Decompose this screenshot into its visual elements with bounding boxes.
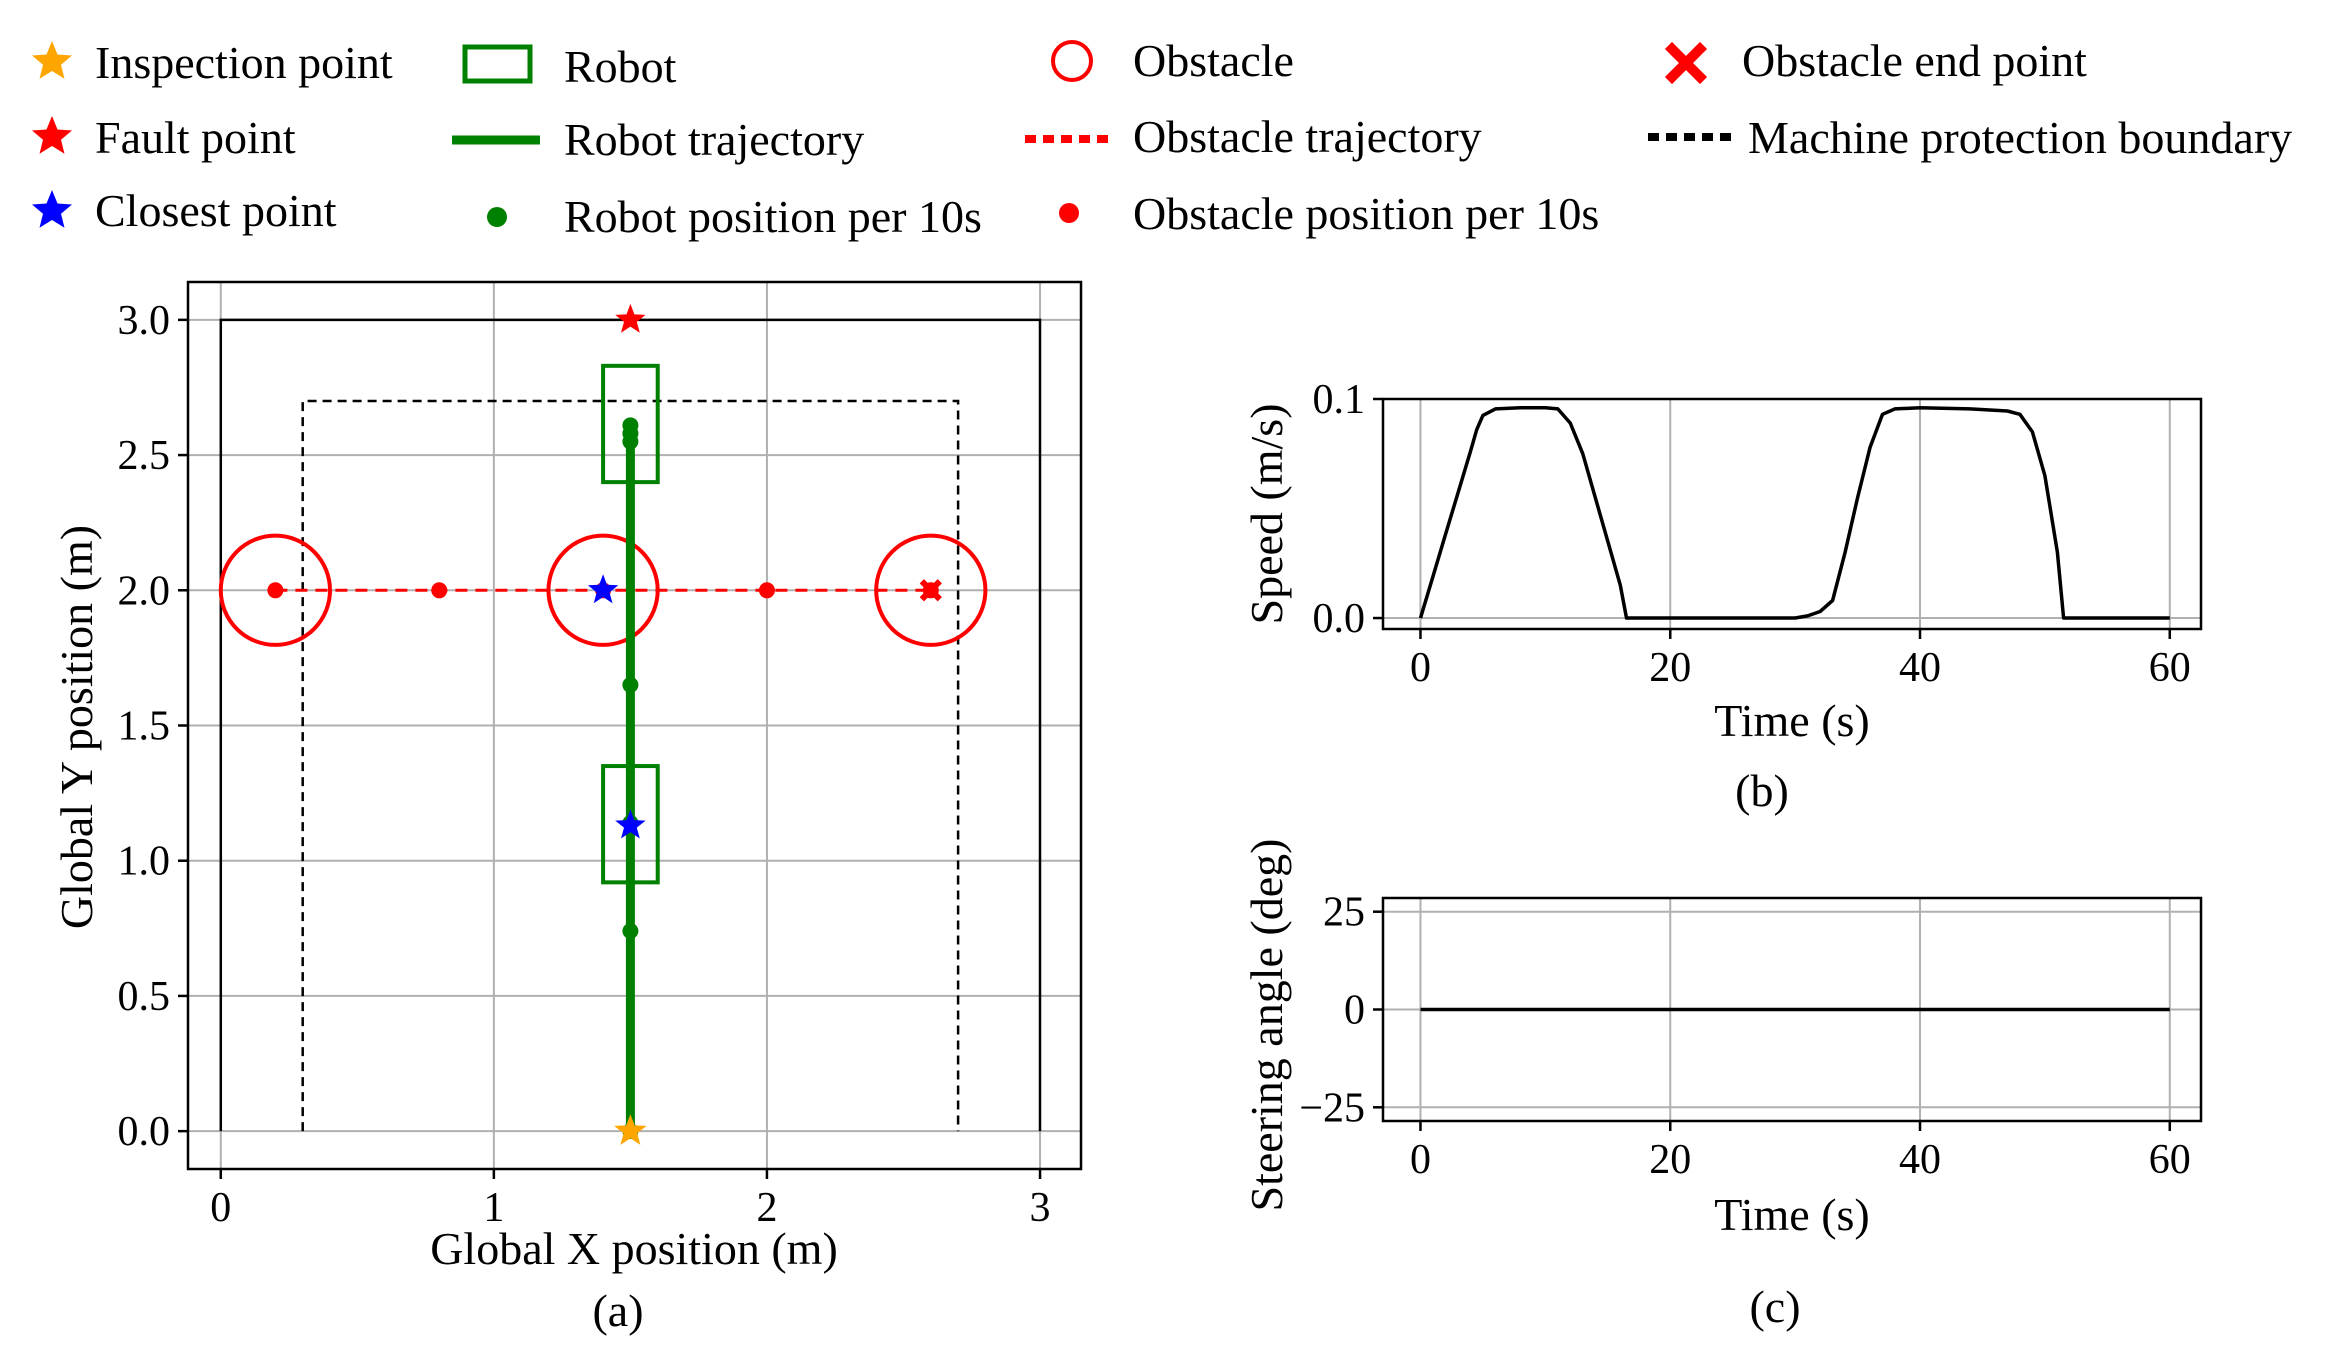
robot-box <box>601 764 660 885</box>
obstacle-circle-icon <box>1051 40 1093 82</box>
panel-c-ticks: 0 20 40 60 −25 0 25 <box>1299 890 2190 1183</box>
panel-c-caption: (c) <box>1749 1281 1800 1332</box>
robot-position-marker <box>622 417 639 434</box>
panel-b-ticks: 0 20 40 60 0.0 0.1 <box>1313 377 2191 691</box>
obstacle-position-marker <box>267 582 284 599</box>
legend-item-obstacle-position: Obstacle position per 10s <box>1059 188 1599 239</box>
panel-b-xtick-label: 40 <box>1899 645 1941 691</box>
fault-point-star-icon <box>32 116 72 154</box>
point-markers <box>587 303 647 1145</box>
panel-c-xlabel: Time (s) <box>1714 1189 1870 1240</box>
obstacle-circle <box>874 533 988 647</box>
robot-boxes <box>601 363 660 885</box>
protection-boundary-line <box>301 399 960 1132</box>
robot-rect-icon <box>462 44 533 84</box>
legend-item-obstacle-trajectory: Obstacle trajectory <box>1025 111 1482 162</box>
legend-label-obstacle-position: Obstacle position per 10s <box>1133 188 1599 239</box>
panel-b-xlabel: Time (s) <box>1714 695 1870 746</box>
panel-c: 0 20 40 60 −25 0 25 Time (s) Steering angle (d… <box>1241 839 2203 1332</box>
panel-a-xlabel: Global X position (m) <box>430 1223 838 1274</box>
closest-point-star-icon <box>32 190 72 228</box>
obstacle-position-dot-icon <box>1059 203 1079 223</box>
legend-item-obstacle: Obstacle <box>1051 35 1294 86</box>
obstacle-circle <box>218 533 333 647</box>
panel-c-xtick-label: 0 <box>1410 1137 1431 1183</box>
robot-position-dot-icon <box>487 207 507 227</box>
panel-a-plot-area <box>218 303 1042 1145</box>
legend-item-inspection-point: Inspection point <box>32 37 393 88</box>
robot-position-marker <box>622 923 639 940</box>
legend-item-robot: Robot <box>462 41 677 92</box>
legend-label-inspection-point: Inspection point <box>95 37 393 88</box>
obstacle-circle <box>546 533 660 647</box>
panel-a-caption: (a) <box>592 1285 643 1336</box>
legend-label-boundary: Machine protection boundary <box>1748 112 2292 163</box>
panel-a-xtick-label: 1 <box>483 1185 504 1231</box>
legend-item-obstacle-end-point: Obstacle end point <box>1664 35 2087 86</box>
panel-a-ytick-label: 3.0 <box>118 298 171 344</box>
fault-point-star <box>615 303 646 333</box>
closest-point-star <box>615 809 646 839</box>
panel-a: 0 1 2 3 0.0 0.5 1.0 1.5 2.0 2.5 3.0 Global X posit… <box>51 280 1083 1336</box>
panel-b-caption: (b) <box>1735 765 1789 816</box>
panel-b-ytick-label: 0.1 <box>1313 377 1366 423</box>
panel-a-ytick-label: 1.5 <box>118 704 171 750</box>
panel-b-ylabel: Speed (m/s) <box>1241 403 1292 624</box>
panel-b-xtick-label: 0 <box>1410 645 1431 691</box>
legend: Inspection point Fault point Closest poi… <box>32 35 2292 242</box>
legend-item-boundary: Machine protection boundary <box>1648 112 2292 163</box>
panel-c-xtick-label: 40 <box>1899 1137 1941 1183</box>
panel-c-ylabel: Steering angle (deg) <box>1241 839 1292 1212</box>
obstacle-position-marker <box>758 582 775 599</box>
panel-b: 0 20 40 60 0.0 0.1 Time (s) Speed (m/s) (b) <box>1241 377 2203 816</box>
legend-label-robot-position: Robot position per 10s <box>564 191 982 242</box>
panel-b-grid <box>1383 398 2201 629</box>
panel-c-ytick-label: 0 <box>1344 988 1365 1034</box>
panel-a-xtick-label: 3 <box>1030 1185 1051 1231</box>
panel-a-xtick-label: 0 <box>210 1185 231 1231</box>
panel-c-ytick-label: 25 <box>1323 890 1365 936</box>
panel-c-ytick-label: −25 <box>1299 1085 1365 1131</box>
legend-label-closest-point: Closest point <box>95 185 337 236</box>
legend-item-robot-trajectory: Robot trajectory <box>452 114 864 165</box>
panel-c-xtick-label: 60 <box>2149 1137 2191 1183</box>
panel-a-ytick-label: 2.5 <box>118 433 171 479</box>
legend-label-robot-trajectory: Robot trajectory <box>564 114 864 165</box>
legend-label-fault-point: Fault point <box>95 112 296 163</box>
inspection-point-star <box>614 1114 647 1145</box>
obstacle-end-x-stroke <box>919 579 942 602</box>
panel-a-ticks: 0 1 2 3 0.0 0.5 1.0 1.5 2.0 2.5 3.0 <box>118 298 1051 1231</box>
inspection-point-star-icon <box>32 41 72 79</box>
panel-b-plot-area <box>1418 406 2170 620</box>
robot-position-marker <box>622 676 639 693</box>
speed-series-line <box>1418 406 2170 620</box>
legend-item-closest-point: Closest point <box>32 185 337 236</box>
legend-label-obstacle-end-point: Obstacle end point <box>1742 35 2087 86</box>
legend-item-robot-position: Robot position per 10s <box>487 191 982 242</box>
robot-box <box>601 363 660 485</box>
panel-c-xtick-label: 20 <box>1649 1137 1691 1183</box>
panel-b-ytick-label: 0.0 <box>1313 596 1366 642</box>
obstacle-end-x-icon <box>1664 41 1708 85</box>
panel-a-ylabel: Global Y position (m) <box>51 525 102 929</box>
obstacle-end-marker <box>919 579 942 602</box>
obstacle-circles <box>218 533 988 647</box>
legend-item-fault-point: Fault point <box>32 112 296 163</box>
legend-label-obstacle: Obstacle <box>1133 35 1294 86</box>
closest-point-star <box>587 574 619 604</box>
panel-b-frame <box>1381 397 2203 631</box>
panel-a-ytick-label: 0.5 <box>118 974 171 1020</box>
panel-a-ytick-label: 1.0 <box>118 839 171 885</box>
panel-a-xtick-label: 2 <box>756 1185 777 1231</box>
obstacle-position-marker <box>431 582 448 599</box>
panel-b-xtick-label: 20 <box>1649 645 1691 691</box>
panel-a-ytick-label: 0.0 <box>118 1109 171 1155</box>
legend-label-robot: Robot <box>564 41 677 92</box>
panel-b-xtick-label: 60 <box>2149 645 2191 691</box>
panel-a-ytick-label: 2.0 <box>118 568 171 614</box>
legend-label-obstacle-trajectory: Obstacle trajectory <box>1133 111 1482 162</box>
